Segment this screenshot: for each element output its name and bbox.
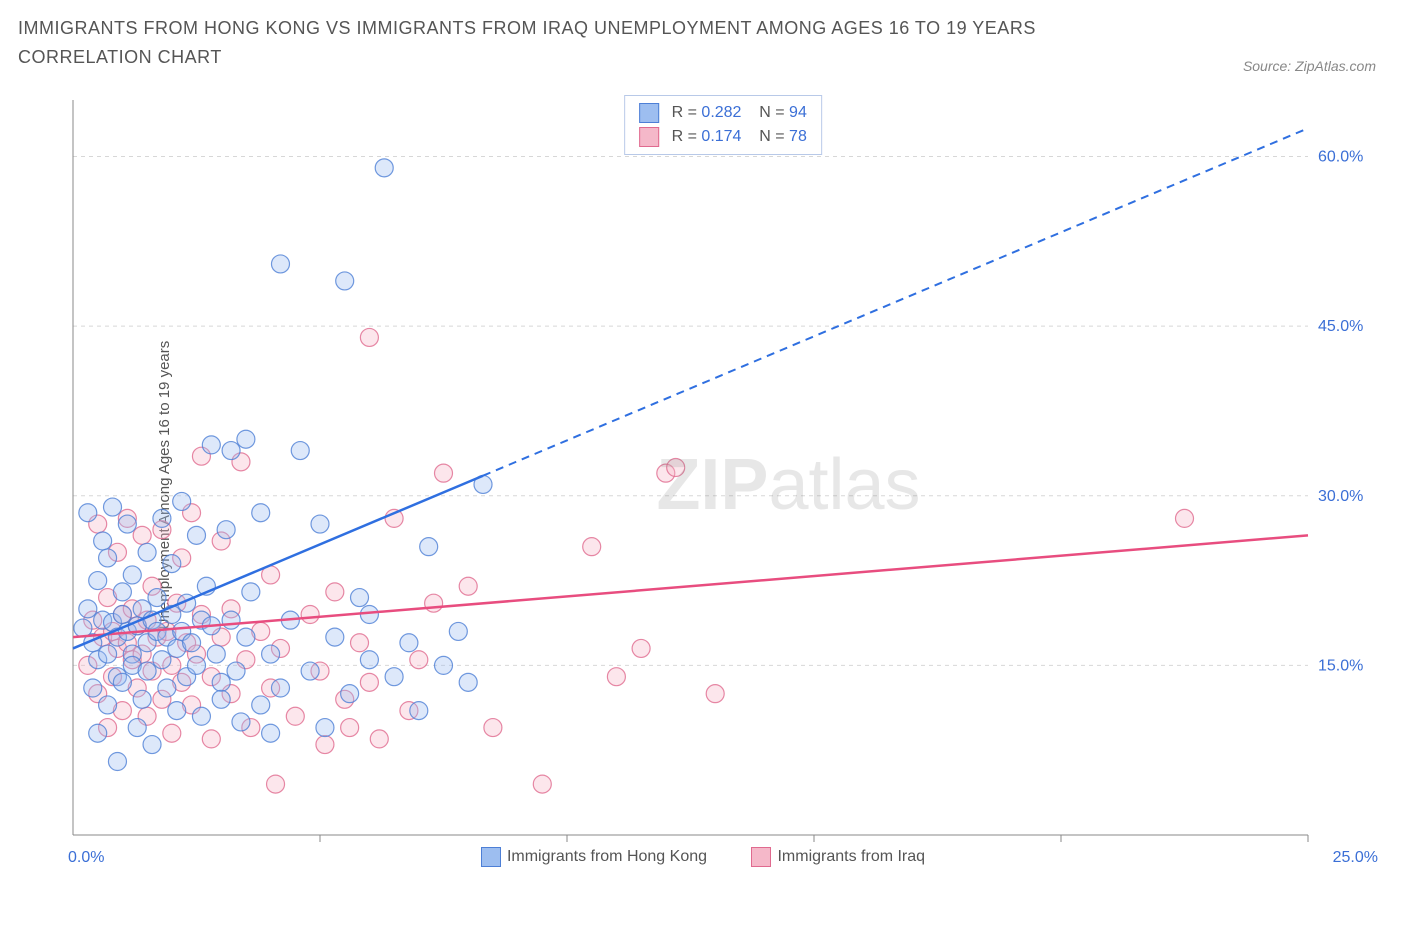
svg-text:15.0%: 15.0%	[1318, 657, 1363, 674]
n-value-hk: 94	[789, 104, 807, 121]
r-value-hk: 0.282	[701, 104, 741, 121]
svg-text:30.0%: 30.0%	[1318, 488, 1363, 505]
chart-title: IMMIGRANTS FROM HONG KONG VS IMMIGRANTS …	[18, 14, 1098, 72]
r-label: R =	[672, 104, 702, 121]
stats-row-hk: R = 0.282 N = 94	[639, 101, 807, 125]
chart-area: Unemployment Among Ages 16 to 19 years 1…	[68, 95, 1378, 875]
svg-text:45.0%: 45.0%	[1318, 318, 1363, 335]
stats-row-iq: R = 0.174 N = 78	[639, 125, 807, 149]
source-credit: Source: ZipAtlas.com	[1243, 58, 1376, 74]
svg-text:60.0%: 60.0%	[1318, 149, 1363, 166]
legend-swatch-hk-icon	[481, 847, 501, 867]
swatch-iq-icon	[639, 127, 659, 147]
n-value-iq: 78	[789, 128, 807, 145]
swatch-hk-icon	[639, 103, 659, 123]
bottom-legend: Immigrants from Hong Kong Immigrants fro…	[68, 847, 1378, 867]
legend-swatch-iq-icon	[751, 847, 771, 867]
legend-label-iq: Immigrants from Iraq	[777, 848, 925, 865]
legend-label-hk: Immigrants from Hong Kong	[507, 848, 707, 865]
r-value-iq: 0.174	[701, 128, 741, 145]
r-label: R =	[672, 128, 702, 145]
n-label: N =	[746, 104, 789, 121]
n-label: N =	[746, 128, 789, 145]
stats-legend: R = 0.282 N = 94 R = 0.174 N = 78	[624, 95, 822, 155]
scatter-plot: 15.0% 30.0% 45.0% 60.0%	[68, 95, 1378, 875]
